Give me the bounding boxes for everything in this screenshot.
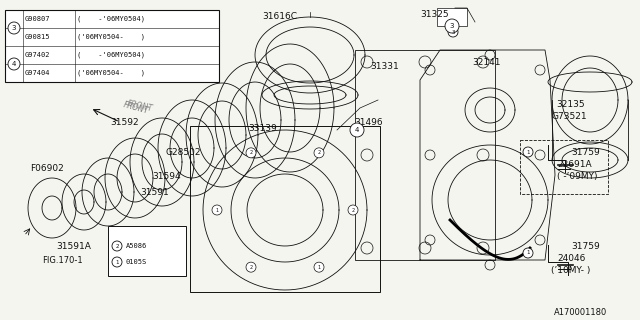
Circle shape [112, 241, 122, 251]
Circle shape [523, 147, 533, 157]
Text: 1: 1 [526, 251, 530, 255]
Text: ('06MY0504-    ): ('06MY0504- ) [77, 34, 145, 40]
Text: 3: 3 [450, 23, 454, 29]
Text: 2: 2 [317, 150, 321, 155]
Text: FRONT: FRONT [126, 99, 154, 113]
Text: F06902: F06902 [30, 164, 64, 173]
Text: G73521: G73521 [551, 112, 587, 121]
Circle shape [246, 262, 256, 272]
Text: (    -'06MY0504): ( -'06MY0504) [77, 52, 145, 58]
Text: 31616C: 31616C [262, 12, 297, 21]
Circle shape [112, 257, 122, 267]
Circle shape [8, 22, 20, 34]
Text: 31496: 31496 [354, 118, 383, 127]
Text: 1: 1 [115, 260, 119, 265]
Text: 4: 4 [12, 61, 16, 67]
Circle shape [448, 27, 458, 37]
Circle shape [212, 205, 222, 215]
Text: 32141: 32141 [472, 58, 500, 67]
Bar [520, 140, 608, 194]
Text: FIG.170-1: FIG.170-1 [42, 256, 83, 265]
Text: 2: 2 [351, 207, 355, 212]
Text: A5086: A5086 [126, 243, 147, 249]
Text: ( -’09MY): ( -’09MY) [557, 172, 598, 181]
Text: 24046: 24046 [557, 254, 586, 263]
Text: 0105S: 0105S [126, 259, 147, 265]
Text: 22691A: 22691A [557, 160, 591, 169]
Text: 2: 2 [115, 244, 119, 249]
Text: 31325: 31325 [420, 10, 449, 19]
Text: 31591: 31591 [140, 188, 169, 197]
Circle shape [523, 248, 533, 258]
Circle shape [350, 123, 364, 137]
Bar [437, 8, 467, 26]
Text: 1: 1 [526, 149, 530, 155]
Text: (    -'06MY0504): ( -'06MY0504) [77, 16, 145, 22]
Text: 31759: 31759 [571, 148, 600, 157]
Text: 33139: 33139 [248, 124, 276, 133]
Circle shape [246, 148, 256, 158]
Text: 31592: 31592 [110, 118, 139, 127]
Text: 4: 4 [355, 127, 359, 133]
Circle shape [348, 205, 358, 215]
Bar [190, 126, 380, 292]
Circle shape [314, 148, 324, 158]
Text: 2: 2 [250, 265, 253, 270]
Text: 31759: 31759 [571, 242, 600, 251]
Text: G97404: G97404 [25, 70, 51, 76]
Bar [5, 10, 219, 82]
Text: G90815: G90815 [25, 34, 51, 40]
Circle shape [445, 19, 459, 33]
Bar [355, 50, 495, 260]
Circle shape [314, 262, 324, 272]
Text: ('06MY0504-    ): ('06MY0504- ) [77, 70, 145, 76]
Text: 31591A: 31591A [56, 242, 91, 251]
Text: G97402: G97402 [25, 52, 51, 58]
Circle shape [8, 58, 20, 70]
Text: 2: 2 [250, 150, 253, 155]
Text: 3: 3 [451, 29, 455, 35]
Text: 1: 1 [317, 265, 321, 270]
Text: FRONT: FRONT [122, 100, 150, 116]
Text: A170001180: A170001180 [554, 308, 607, 317]
Text: G90807: G90807 [25, 16, 51, 22]
Text: 32135: 32135 [556, 100, 584, 109]
Bar [108, 226, 186, 276]
Text: (’10MY- ): (’10MY- ) [551, 266, 590, 275]
Text: 31331: 31331 [370, 62, 399, 71]
Text: 3: 3 [12, 25, 16, 31]
Text: G28502: G28502 [165, 148, 200, 157]
Text: 31594: 31594 [152, 172, 180, 181]
Text: 1: 1 [216, 207, 219, 212]
